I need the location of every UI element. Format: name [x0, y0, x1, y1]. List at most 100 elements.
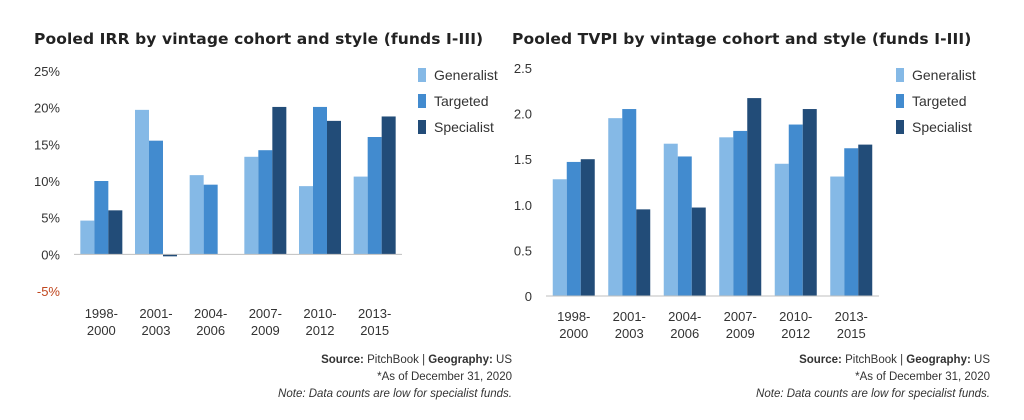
geography-label: Geography:: [428, 354, 493, 366]
y-tick-label: -5%: [37, 284, 61, 299]
bar-targeted: [367, 137, 382, 255]
y-tick-label: 0: [525, 289, 532, 304]
bar-specialist: [327, 120, 341, 255]
bar-generalist: [608, 118, 623, 296]
bar-generalist: [663, 143, 678, 296]
legend-swatch-specialist: [418, 120, 426, 134]
x-tick-label: 2001-: [613, 309, 646, 324]
source-label: Source:: [321, 354, 364, 366]
bar-targeted: [788, 124, 803, 296]
bar-specialist: [580, 159, 595, 296]
y-tick-label: 5%: [41, 211, 60, 226]
bar-targeted: [622, 109, 637, 296]
legend-item-generalist: Generalist: [418, 62, 498, 88]
source-text: PitchBook: [367, 354, 419, 366]
x-tick-label: 2010-: [779, 309, 812, 324]
source-line: Source: PitchBook | Geography: US: [321, 354, 512, 366]
bar-targeted: [677, 156, 692, 296]
x-tick-label: 2015: [837, 326, 866, 341]
source-line: Source: PitchBook | Geography: US: [799, 354, 990, 366]
x-tick-label: 2013-: [358, 306, 391, 321]
bar-specialist: [272, 106, 287, 255]
y-tick-label: 2.0: [514, 107, 532, 122]
bar-targeted: [733, 130, 748, 296]
bar-specialist: [108, 210, 123, 255]
bar-generalist: [353, 176, 368, 255]
bar-targeted: [844, 148, 859, 296]
chart-title: Pooled IRR by vintage cohort and style (…: [34, 30, 484, 48]
bar-generalist: [80, 220, 95, 255]
x-tick-label: 2000: [87, 323, 116, 338]
x-tick-label: 2012: [306, 323, 335, 338]
bar-targeted: [203, 184, 218, 255]
bar-generalist: [552, 179, 567, 296]
bar-generalist: [830, 176, 845, 296]
legend-item-targeted: Targeted: [418, 88, 498, 114]
bar-specialist: [163, 254, 177, 257]
as-of-note: *As of December 31, 2020: [855, 371, 990, 383]
y-tick-label: 10%: [34, 174, 60, 189]
x-tick-label: 2009: [251, 323, 280, 338]
x-tick-label: 2004-: [668, 309, 701, 324]
bar-generalist: [189, 175, 204, 255]
legend-item-targeted: Targeted: [896, 88, 976, 114]
geography-text: US: [974, 354, 990, 366]
y-tick-label: 1.5: [514, 152, 532, 167]
x-tick-label: 2012: [781, 326, 810, 341]
x-tick-label: 2007-: [249, 306, 282, 321]
y-tick-label: 15%: [34, 137, 60, 152]
legend-label: Targeted: [434, 93, 489, 109]
tvpi-chart-panel: Pooled TVPI by vintage cohort and style …: [498, 0, 998, 420]
legend-swatch-generalist: [418, 68, 426, 82]
x-tick-label: 2015: [360, 323, 389, 338]
bar-generalist: [719, 137, 734, 296]
data-count-note: Note: Data counts are low for specialist…: [756, 388, 990, 400]
bar-generalist: [244, 156, 259, 255]
bar-specialist: [691, 207, 706, 296]
y-tick-label: 20%: [34, 101, 60, 116]
bar-targeted: [313, 106, 327, 255]
legend-item-generalist: Generalist: [896, 62, 976, 88]
bar-targeted: [94, 181, 109, 255]
x-tick-label: 2007-: [724, 309, 757, 324]
geography-label: Geography:: [906, 354, 971, 366]
bar-specialist: [802, 109, 817, 296]
legend-label: Specialist: [434, 119, 494, 135]
x-tick-label: 1998-: [557, 309, 590, 324]
bar-targeted: [566, 161, 581, 296]
legend-label: Generalist: [434, 67, 498, 83]
as-of-note: *As of December 31, 2020: [377, 371, 512, 383]
legend-swatch-targeted: [418, 94, 426, 108]
y-tick-label: 25%: [34, 64, 60, 79]
legend-swatch-targeted: [896, 94, 904, 108]
legend-label: Generalist: [912, 67, 976, 83]
bar-generalist: [299, 186, 313, 255]
x-tick-label: 2009: [726, 326, 755, 341]
bar-specialist: [381, 116, 396, 255]
legend-item-specialist: Specialist: [896, 114, 976, 140]
source-label: Source:: [799, 354, 842, 366]
irr-bar-chart: -5% 0% 5% 10% 15% 20% 25% 1998- 2000 2001- 2003 200…: [34, 64, 402, 338]
x-tick-label: 2010-: [303, 306, 336, 321]
x-tick-label: 2000: [559, 326, 588, 341]
chart-title: Pooled TVPI by vintage cohort and style …: [512, 30, 972, 48]
irr-chart-panel: Pooled IRR by vintage cohort and style (…: [20, 0, 520, 420]
legend-swatch-specialist: [896, 120, 904, 134]
chart-footnotes: Source: PitchBook | Geography: US *As of…: [278, 352, 512, 403]
x-tick-label: 2003: [142, 323, 171, 338]
bar-generalist: [774, 163, 789, 296]
x-tick-label: 2003: [615, 326, 644, 341]
x-tick-label: 2006: [670, 326, 699, 341]
source-text: PitchBook: [845, 354, 897, 366]
bar-targeted: [149, 140, 163, 255]
legend-swatch-generalist: [896, 68, 904, 82]
data-count-note: Note: Data counts are low for specialist…: [278, 388, 512, 400]
chart-footnotes: Source: PitchBook | Geography: US *As of…: [756, 352, 990, 403]
x-tick-label: 1998-: [85, 306, 118, 321]
x-tick-label: 2004-: [194, 306, 227, 321]
chart-legend: Generalist Targeted Specialist: [896, 62, 976, 140]
y-tick-label: 2.5: [514, 61, 532, 76]
y-tick-label: 0%: [41, 247, 60, 262]
bar-specialist: [747, 98, 762, 296]
geography-text: US: [496, 354, 512, 366]
